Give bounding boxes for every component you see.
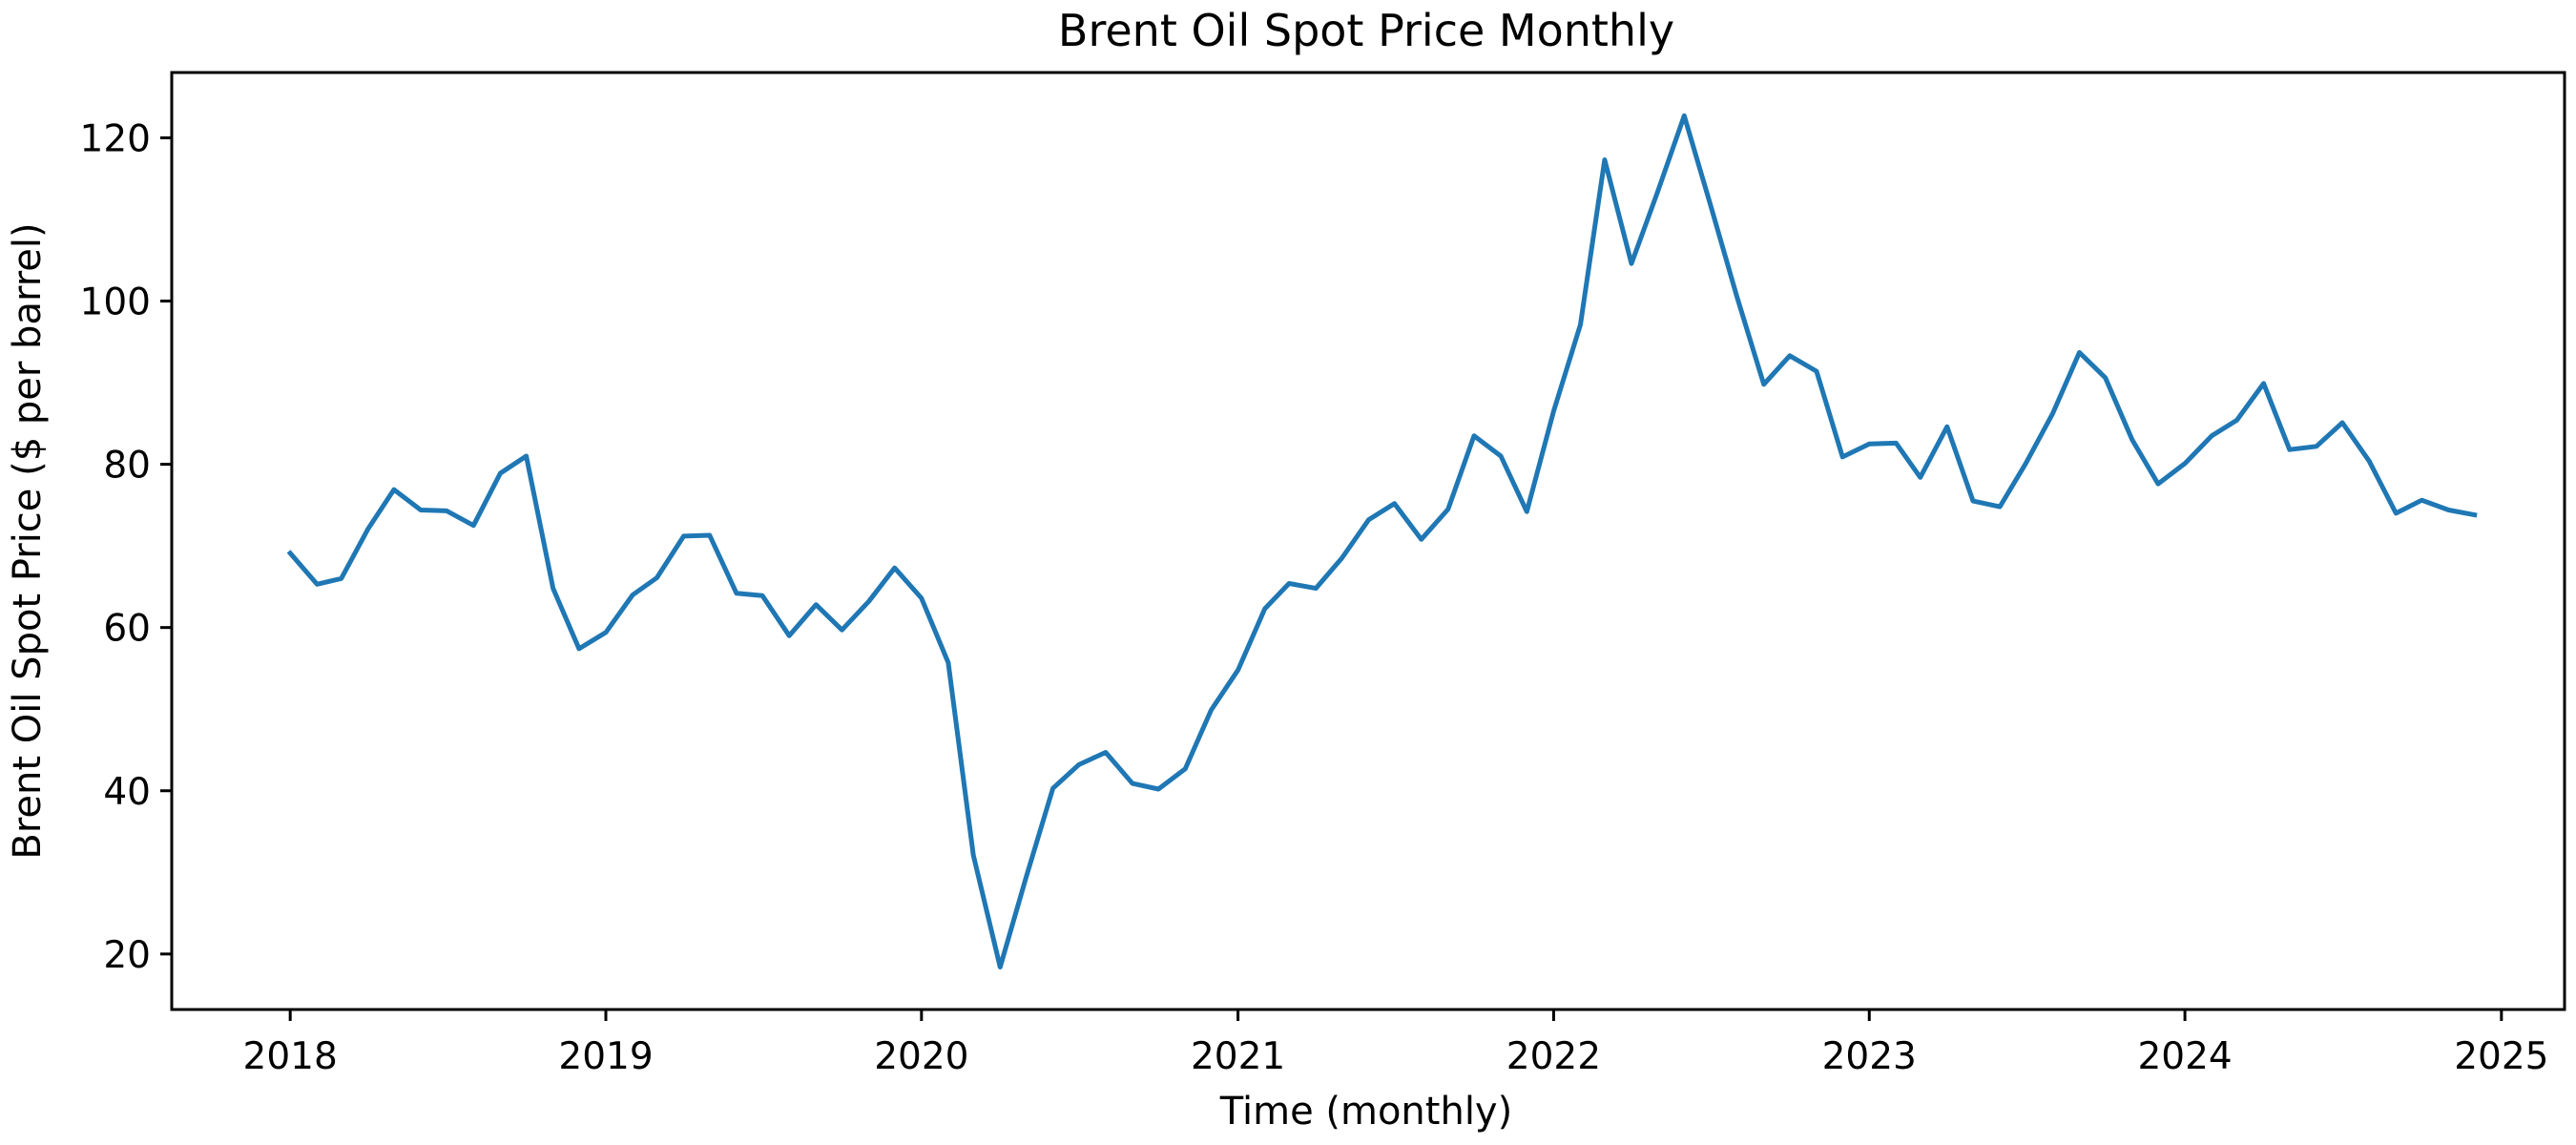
x-tick-label: 2019 <box>558 1035 653 1078</box>
y-tick-label: 40 <box>103 771 151 814</box>
x-axis-label: Time (monthly) <box>1219 1090 1512 1134</box>
x-tick-label: 2024 <box>2137 1035 2232 1078</box>
plot-area-frame <box>170 71 2566 1011</box>
chart-marks <box>286 113 2478 969</box>
x-tick-label: 2018 <box>243 1035 338 1078</box>
x-tick-label: 2020 <box>874 1035 968 1078</box>
x-tick-label: 2023 <box>1822 1035 1917 1078</box>
x-tick-label: 2025 <box>2454 1035 2548 1078</box>
y-axis-label: Brent Oil Spot Price ($ per barrel) <box>6 222 50 859</box>
y-tick-label: 100 <box>80 281 151 324</box>
chart-title: Brent Oil Spot Price Monthly <box>1058 5 1674 56</box>
x-axis: 2018 2019 2020 2021 2022 2023 2024 2025 <box>243 1010 2548 1078</box>
x-tick-label: 2022 <box>1506 1035 1601 1078</box>
y-tick-label: 120 <box>80 117 151 160</box>
y-tick-label: 60 <box>103 608 151 651</box>
series-line <box>286 113 2478 969</box>
y-axis: 20 40 60 80 100 120 <box>80 117 172 977</box>
y-tick-label: 80 <box>103 445 151 488</box>
x-tick-label: 2021 <box>1191 1035 1285 1078</box>
y-tick-label: 20 <box>103 934 151 977</box>
